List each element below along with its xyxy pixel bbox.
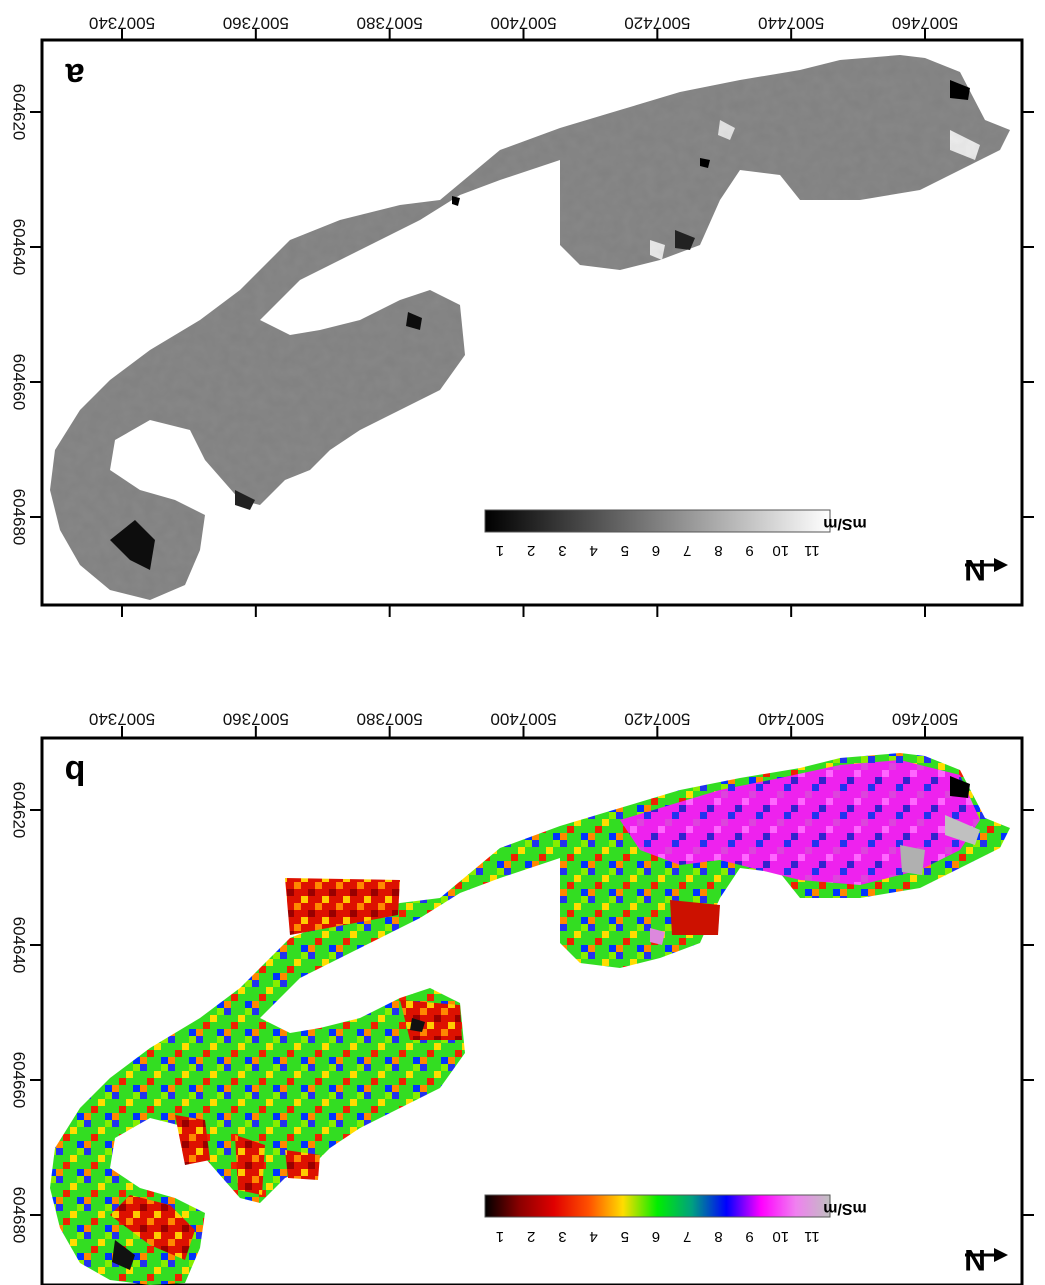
colorbar-tick-label: 3 xyxy=(558,542,566,559)
colorbar-tick-label: 5 xyxy=(621,542,629,559)
colorbar-tick-label: 11 xyxy=(804,1228,820,1245)
panel-a-label: a xyxy=(64,56,84,94)
colorbar-tick-label: 4 xyxy=(589,542,597,559)
panel-b-label: b xyxy=(65,753,86,791)
colorbar-tick-label: 9 xyxy=(745,542,753,559)
colorbar-tick-label: 7 xyxy=(683,1228,691,1245)
northing-tick-label: 5007440 xyxy=(758,14,824,33)
easting-tick-label: 604660 xyxy=(10,1052,29,1109)
colorbar-tick-label: 7 xyxy=(683,542,691,559)
panel-a-north-label: N xyxy=(964,553,986,586)
colorbar-tick-label: 2 xyxy=(527,1228,535,1245)
panel-b-site-map xyxy=(50,753,1010,1285)
panel-b: 1 2 3 4 5 6 7 8 9 10 11 mS/m b N 5007340 5007360 500… xyxy=(10,710,1034,1285)
panel-a-north-arrow-icon: N xyxy=(964,553,1008,586)
easting-tick-label: 604640 xyxy=(10,917,29,974)
easting-tick-label: 604640 xyxy=(10,219,29,276)
panel-a-colorbar-unit: mS/m xyxy=(823,515,867,532)
northing-tick-label: 5007420 xyxy=(624,710,690,729)
colorbar-tick-label: 5 xyxy=(621,1228,629,1245)
northing-tick-label: 5007380 xyxy=(357,14,423,33)
panel-b-colorbar-unit: mS/m xyxy=(823,1200,867,1217)
panel-a: 1 2 3 4 5 6 7 8 9 10 11 mS/m a N 5007340 5007360 500… xyxy=(10,14,1034,617)
northing-tick-label: 5007340 xyxy=(89,710,155,729)
northing-tick-label: 5007340 xyxy=(89,14,155,33)
panel-a-colorbar-bar xyxy=(484,509,831,533)
colorbar-tick-label: 10 xyxy=(772,542,789,559)
northing-tick-label: 5007460 xyxy=(892,14,958,33)
colorbar-tick-label: 2 xyxy=(527,542,535,559)
panel-b-north-arrow-icon: N xyxy=(964,1243,1008,1276)
northing-tick-label: 5007360 xyxy=(223,14,289,33)
panel-b-colorbar: 1 2 3 4 5 6 7 8 9 10 11 mS/m xyxy=(484,1194,867,1245)
panel-a-colorbar: 1 2 3 4 5 6 7 8 9 10 11 mS/m xyxy=(484,509,867,559)
easting-tick-label: 604680 xyxy=(10,1187,29,1244)
northing-tick-label: 5007360 xyxy=(223,710,289,729)
northing-tick-label: 5007460 xyxy=(892,710,958,729)
easting-tick-label: 604660 xyxy=(10,354,29,411)
colorbar-tick-label: 8 xyxy=(714,542,722,559)
colorbar-tick-label: 11 xyxy=(804,542,820,559)
colorbar-tick-label: 6 xyxy=(652,1228,660,1245)
northing-tick-label: 5007420 xyxy=(624,14,690,33)
panel-b-colorbar-bar xyxy=(484,1194,831,1218)
easting-tick-label: 604680 xyxy=(10,489,29,546)
easting-tick-label: 604620 xyxy=(10,84,29,141)
colorbar-tick-label: 9 xyxy=(745,1228,753,1245)
colorbar-tick-label: 8 xyxy=(714,1228,722,1245)
northing-tick-label: 5007440 xyxy=(758,710,824,729)
colorbar-tick-label: 3 xyxy=(558,1228,566,1245)
northing-tick-label: 5007400 xyxy=(490,14,556,33)
northing-tick-label: 5007380 xyxy=(357,710,423,729)
colorbar-tick-label: 4 xyxy=(589,1228,597,1245)
panel-a-site-map xyxy=(50,55,1010,600)
colorbar-tick-label: 1 xyxy=(496,1228,504,1245)
panel-b-north-label: N xyxy=(964,1243,986,1276)
northing-tick-label: 5007400 xyxy=(490,710,556,729)
colorbar-tick-label: 1 xyxy=(496,542,504,559)
easting-tick-label: 604620 xyxy=(10,782,29,839)
colorbar-tick-label: 6 xyxy=(652,542,660,559)
colorbar-tick-label: 10 xyxy=(772,1228,789,1245)
